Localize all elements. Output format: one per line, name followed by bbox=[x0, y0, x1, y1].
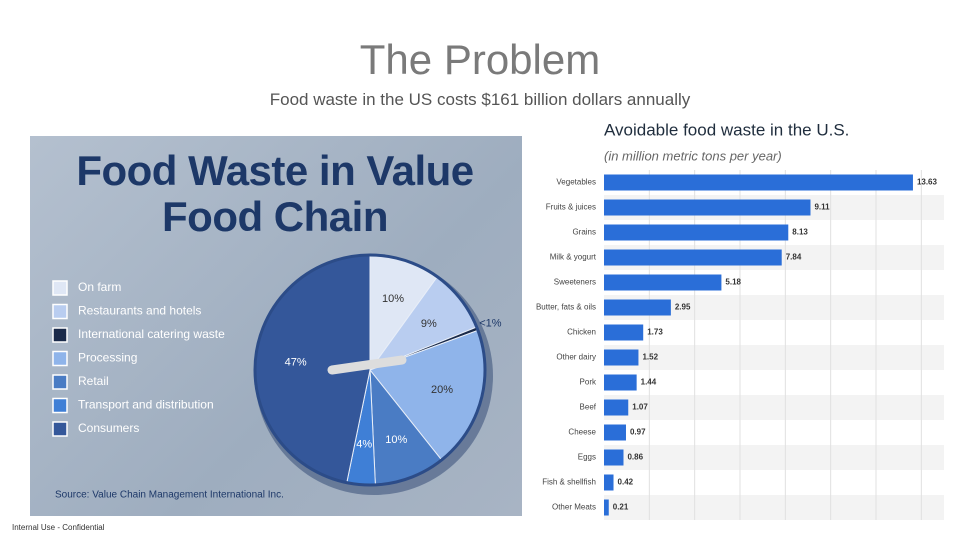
legend-swatch bbox=[52, 374, 68, 390]
footer: Internal Use - Confidential bbox=[12, 523, 105, 532]
row-band bbox=[604, 345, 944, 370]
value-label: 8.13 bbox=[792, 228, 808, 237]
y-tick-label: Cheese bbox=[568, 428, 596, 437]
bar bbox=[604, 499, 609, 516]
value-label: 1.44 bbox=[641, 378, 657, 387]
bar bbox=[604, 299, 671, 316]
legend-swatch bbox=[52, 327, 68, 343]
slice-label: 47% bbox=[285, 356, 307, 368]
value-label: 9.11 bbox=[814, 203, 830, 212]
value-label: 0.21 bbox=[613, 503, 629, 512]
bar-subtitle: (in million metric tons per year) bbox=[604, 148, 782, 163]
slice-label: 4% bbox=[356, 438, 372, 450]
legend-label: Retail bbox=[78, 374, 109, 388]
y-tick-label: Milk & yogurt bbox=[550, 253, 597, 262]
bar bbox=[604, 174, 913, 191]
legend-label: Processing bbox=[78, 351, 137, 365]
y-tick-label: Pork bbox=[580, 378, 597, 387]
value-label: 7.84 bbox=[786, 253, 802, 262]
legend-swatch bbox=[52, 280, 68, 296]
bar bbox=[604, 349, 639, 366]
slice-label: 10% bbox=[382, 293, 404, 305]
pie-note: Source: Value Chain Management Internati… bbox=[55, 490, 284, 501]
slice-label: 9% bbox=[421, 318, 437, 330]
bar bbox=[604, 449, 624, 466]
y-tick-label: Other dairy bbox=[556, 353, 596, 362]
slice-label: 10% bbox=[385, 434, 407, 446]
legend-label: International catering waste bbox=[78, 327, 225, 341]
value-label: 1.52 bbox=[642, 353, 658, 362]
bar bbox=[604, 474, 614, 491]
y-tick-label: Eggs bbox=[578, 453, 596, 462]
legend-swatch bbox=[52, 397, 68, 414]
slide-subtitle: Food waste in the US costs $161 billion … bbox=[269, 90, 691, 109]
legend-label: Consumers bbox=[78, 421, 139, 435]
y-tick-label: Butter, fats & oils bbox=[536, 303, 596, 312]
legend-label: Restaurants and hotels bbox=[78, 304, 201, 318]
bar bbox=[604, 199, 811, 216]
bar bbox=[604, 274, 722, 291]
legend-swatch bbox=[52, 303, 68, 320]
y-tick-label: Beef bbox=[580, 403, 597, 412]
y-tick-label: Chicken bbox=[567, 328, 596, 337]
value-label: 0.86 bbox=[627, 453, 643, 462]
slice-label: 20% bbox=[431, 384, 453, 396]
y-tick-label: Other Meats bbox=[552, 503, 596, 512]
pie-rim bbox=[253, 253, 487, 487]
y-tick-label: Fish & shellfish bbox=[542, 478, 596, 487]
y-tick-label: Grains bbox=[572, 228, 596, 237]
y-tick-label: Sweeteners bbox=[554, 278, 596, 287]
value-label: 0.42 bbox=[618, 478, 634, 487]
value-label: 5.18 bbox=[725, 278, 741, 287]
row-band bbox=[604, 395, 944, 420]
y-tick-label: Fruits & juices bbox=[546, 203, 596, 212]
value-label: 0.97 bbox=[630, 428, 646, 437]
legend-label: Transport and distribution bbox=[78, 398, 214, 412]
bar-title: Avoidable food waste in the U.S. bbox=[604, 120, 849, 139]
bar bbox=[604, 249, 782, 266]
value-label: 13.63 bbox=[917, 178, 938, 187]
bar bbox=[604, 224, 789, 241]
row-band bbox=[604, 495, 944, 520]
legend-label: On farm bbox=[78, 280, 121, 294]
legend-swatch bbox=[52, 350, 68, 367]
bar bbox=[604, 399, 629, 416]
value-label: 1.07 bbox=[632, 403, 648, 412]
bar bbox=[604, 324, 644, 341]
bar bbox=[604, 424, 626, 441]
slice-label: <1% bbox=[479, 318, 502, 330]
value-label: 1.73 bbox=[647, 328, 663, 337]
y-tick-label: Vegetables bbox=[556, 178, 596, 187]
value-label: 2.95 bbox=[675, 303, 691, 312]
slide-title: The Problem bbox=[359, 36, 601, 83]
pie-pin bbox=[327, 355, 407, 375]
legend-swatch bbox=[52, 421, 68, 437]
pie-title: Food Waste in Value Food Chain bbox=[76, 147, 474, 240]
row-band bbox=[604, 445, 944, 470]
bar bbox=[604, 374, 637, 391]
